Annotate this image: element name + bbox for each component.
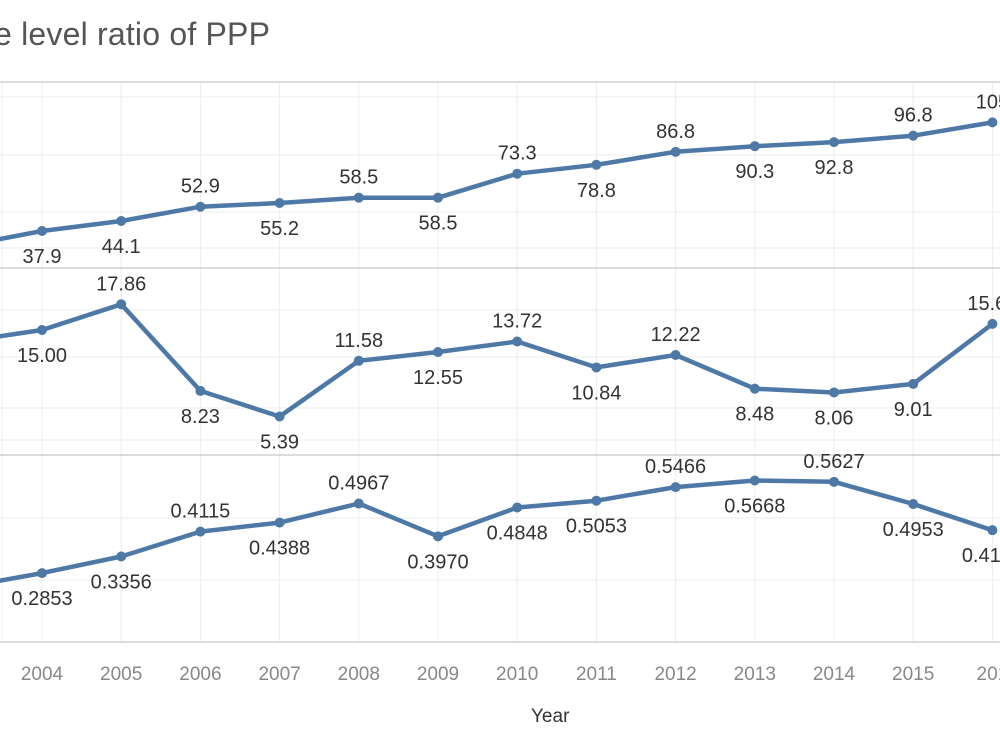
data-label: 17.86 — [96, 273, 146, 295]
data-point — [591, 495, 602, 506]
data-label: 0.4388 — [249, 538, 310, 560]
x-tick-label: 2014 — [813, 664, 856, 685]
x-tick-label: 2011 — [576, 664, 617, 685]
data-label: 37.9 — [23, 246, 62, 268]
data-label: 73.3 — [498, 143, 537, 165]
data-label: 12.22 — [651, 324, 701, 346]
chart-title: e level ratio of PPP — [0, 16, 271, 52]
data-point — [987, 117, 998, 128]
data-point — [670, 146, 681, 157]
data-point — [670, 482, 681, 493]
data-label: 92.8 — [815, 157, 854, 179]
data-label: 0.5053 — [566, 516, 627, 538]
series-line — [0, 120, 995, 242]
x-tick-label: 2004 — [21, 664, 64, 685]
data-label: 90.3 — [735, 161, 774, 183]
data-point — [37, 226, 47, 237]
data-label: 15.00 — [17, 345, 67, 367]
data-point — [749, 383, 760, 394]
x-tick-label: 2010 — [496, 664, 538, 685]
data-label: 86.8 — [656, 121, 695, 143]
data-point — [670, 350, 681, 361]
data-point — [749, 141, 760, 152]
x-tick-label: 2009 — [417, 664, 459, 685]
data-label: 0.5627 — [803, 451, 864, 473]
data-point — [749, 475, 760, 486]
data-point — [987, 318, 998, 329]
data-label: 0.4953 — [883, 519, 944, 541]
x-tick-label: 2015 — [892, 664, 934, 685]
data-label: 13.72 — [492, 311, 542, 333]
data-point — [274, 411, 285, 422]
data-label: 55.2 — [260, 218, 299, 240]
data-label: 10.84 — [571, 382, 621, 404]
data-point — [908, 130, 919, 141]
data-point — [512, 502, 523, 513]
data-point — [433, 192, 443, 203]
data-point — [512, 336, 523, 347]
data-point — [274, 517, 285, 528]
data-label: 44.1 — [102, 236, 141, 258]
data-label: 0.4157 — [962, 545, 1000, 567]
data-point — [37, 568, 47, 579]
x-tick-label: 201 — [977, 664, 1000, 685]
data-label: 8.48 — [735, 404, 774, 426]
data-label: 8.23 — [181, 406, 220, 428]
data-point — [829, 387, 839, 398]
data-label: 8.06 — [815, 407, 854, 429]
series-line — [0, 302, 995, 419]
data-label: 0.4115 — [171, 501, 231, 523]
data-point — [274, 198, 285, 209]
data-point — [116, 299, 127, 310]
data-label: 0.5466 — [645, 456, 706, 478]
data-label: 0.3356 — [91, 572, 152, 594]
data-point — [908, 378, 919, 389]
data-point — [987, 525, 998, 536]
data-point — [37, 325, 47, 335]
data-point — [353, 355, 364, 366]
data-label: 5.39 — [260, 431, 299, 453]
data-label: 96.8 — [894, 105, 933, 127]
data-label: 9.01 — [894, 399, 933, 421]
data-label: 12.55 — [413, 367, 463, 389]
data-label: 0.4967 — [328, 473, 389, 495]
data-point — [116, 551, 127, 562]
data-label: 0.5668 — [724, 495, 785, 517]
x-tick-label: 2012 — [654, 664, 696, 685]
data-point — [116, 215, 127, 226]
data-point — [591, 159, 602, 170]
x-axis-label: Year — [531, 706, 570, 727]
data-point — [829, 137, 839, 148]
data-point — [433, 347, 443, 358]
x-tick-label: 2007 — [258, 664, 300, 685]
x-tick-label: 2005 — [100, 664, 142, 685]
data-point — [353, 192, 364, 203]
x-tick-label: 2006 — [179, 664, 221, 685]
data-point — [433, 531, 443, 542]
data-label: 11.58 — [335, 330, 384, 352]
data-label: 15.68 — [967, 293, 1000, 315]
data-label: 58.5 — [339, 167, 378, 189]
data-point — [195, 526, 206, 537]
data-point — [195, 201, 206, 212]
data-label: 0.3970 — [407, 551, 468, 573]
data-label: 0.2853 — [11, 588, 72, 610]
data-label: 58.5 — [419, 213, 458, 235]
x-tick-label: 2008 — [338, 664, 380, 685]
data-label: 52.9 — [181, 176, 220, 198]
data-point — [512, 168, 523, 179]
data-label: 105 — [976, 91, 1000, 113]
data-point — [591, 362, 602, 373]
data-point — [195, 385, 206, 396]
series-line — [0, 478, 995, 583]
data-label: 0.4848 — [487, 522, 548, 544]
data-label: 78.8 — [577, 180, 616, 202]
x-tick-label: 2013 — [734, 664, 776, 685]
data-point — [908, 499, 919, 510]
data-point — [353, 498, 364, 509]
data-point — [829, 476, 839, 487]
